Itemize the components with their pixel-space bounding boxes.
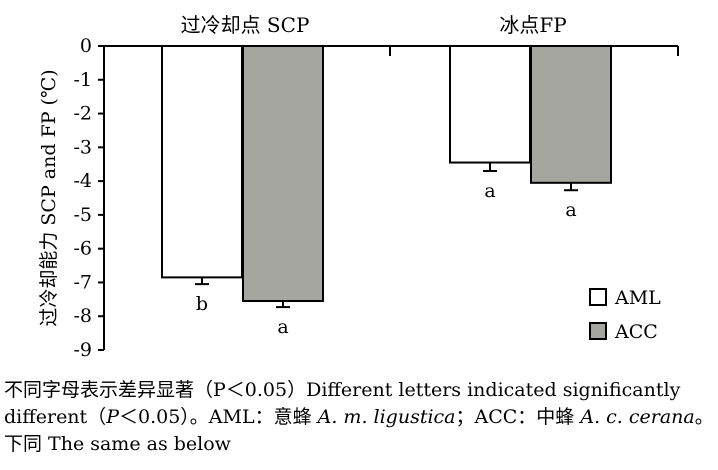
bar-aml xyxy=(449,45,531,164)
legend-swatch-aml xyxy=(589,288,607,306)
group-label: 过冷却点 SCP xyxy=(181,13,310,37)
caption-species-acc: A. c. cerana xyxy=(580,406,695,428)
legend-swatch-acc xyxy=(589,322,607,340)
caption-line-3: 下同 The same as below xyxy=(4,433,231,455)
significance-letter: b xyxy=(196,293,208,315)
significance-letter: a xyxy=(484,180,495,202)
y-tick-label: 0 xyxy=(80,35,92,57)
y-tick-label: -6 xyxy=(73,238,92,260)
significance-letter: a xyxy=(277,316,288,338)
y-tick-label: -5 xyxy=(73,204,92,226)
y-tick-label: -7 xyxy=(73,271,92,293)
caption-text: ；ACC：中蜂 xyxy=(455,406,581,428)
figure-caption: 不同字母表示差异显著（P＜0.05）Different letters indi… xyxy=(4,377,716,458)
caption-text: 。 xyxy=(694,406,714,428)
caption-p-symbol: P xyxy=(106,406,119,428)
caption-text: ＜0.05）。AML：意蜂 xyxy=(118,406,318,428)
y-tick-label: -9 xyxy=(73,339,92,361)
bar-acc xyxy=(242,45,324,303)
bar-chart: 0 -1 -2 -3 -4 -5 -6 -7 -8 -9 过冷却点 SCP 冰点FP b a a a 过冷却能力… xyxy=(38,13,679,361)
y-tick-label: -1 xyxy=(73,69,92,91)
legend-label: AML xyxy=(614,287,661,309)
y-tick-label: -4 xyxy=(73,170,92,192)
y-tick-label: -8 xyxy=(73,305,92,327)
legend-label: ACC xyxy=(614,321,658,343)
caption-text: different（ xyxy=(4,406,107,428)
y-axis-title: 过冷却能力 SCP and FP (℃) xyxy=(38,69,60,326)
y-tick-label: -2 xyxy=(73,103,92,125)
significance-letter: a xyxy=(565,199,576,221)
caption-species-aml: A. m. ligustica xyxy=(317,406,456,428)
caption-line-1: 不同字母表示差异显著（P＜0.05）Different letters indi… xyxy=(4,379,681,401)
caption-line-2: different（P＜0.05）。AML：意蜂 A. m. ligustica… xyxy=(4,404,716,431)
bar-acc xyxy=(530,45,612,184)
plot-area: 0 -1 -2 -3 -4 -5 -6 -7 -8 -9 过冷却点 SCP 冰点FP b a a a 过冷却能力… xyxy=(38,13,679,361)
group-label: 冰点FP xyxy=(499,13,566,37)
y-tick-label: -3 xyxy=(73,136,92,158)
bar-aml xyxy=(161,45,243,279)
